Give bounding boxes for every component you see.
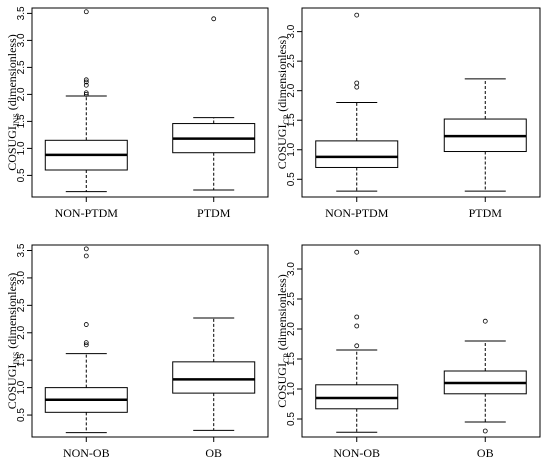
box-ob [172,317,256,431]
y-axis-label: COSUGICP (dimensionless) [275,36,291,169]
x-category-label: PTDM [197,206,231,220]
panel-1: 0.5 1.0 1.5 2.0 2.5 3.0 3.5 COSUGIINS (dimensio… [5,6,269,220]
outlier-point [482,318,488,324]
outlier-point [83,9,89,15]
y-tick-label: 2.5 [286,54,297,68]
box-ptdm [172,16,256,191]
x-category-label: NON-PTDM [55,206,119,220]
y-tick-label: 1.0 [286,382,297,396]
y-tick-label: 3.0 [16,33,27,47]
iqr-box [315,140,399,168]
y-tick-label: 3.0 [16,271,27,285]
y-tick-label: 2.0 [286,83,297,97]
x-category-label: NON-OB [333,446,380,460]
y-tick-label: 2.5 [16,60,27,74]
plot-frame [31,244,269,438]
y-tick-label: 3.0 [286,262,297,276]
y-tick-label: 2.5 [16,298,27,312]
y-tick-label: 2.5 [286,292,297,306]
outlier-point [354,80,360,86]
x-category-label: OB [205,446,222,460]
outlier-point [482,428,488,434]
outlier-point [211,16,217,22]
outlier-point [83,253,89,259]
y-tick-label: 0.5 [16,168,27,182]
y-tick-label: 2.0 [16,87,27,101]
y-axis-label: COSUGIINS (dimensionless) [5,34,21,171]
outlier-point [354,323,360,329]
outlier-point [83,77,89,83]
outlier-point [83,79,89,85]
y-tick-label: 0.5 [16,408,27,422]
box-non-ob [44,246,128,434]
plot-frame [301,244,541,438]
box-non-ptdm [44,9,128,193]
plot-frame [31,7,269,198]
y-tick-label: 1.0 [16,141,27,155]
x-category-label: NON-PTDM [325,206,389,220]
y-tick-label: 1.5 [16,353,27,367]
box-ptdm [443,78,527,192]
outlier-point [83,322,89,327]
box-non-ob [315,249,399,433]
outlier-point [354,314,360,320]
outlier-point [354,343,360,349]
y-tick-label: 1.5 [286,113,297,127]
panel-3: 0.5 1.0 1.5 2.0 2.5 3.0 3.5 COSUGIINS (dimensio… [5,243,269,460]
y-tick-label: 0.5 [286,172,297,186]
y-tick-label: 0.5 [286,412,297,426]
x-category-label: OB [477,446,494,460]
outlier-point [354,12,360,18]
y-axis-label: COSUGIINS (dimensionless) [5,273,21,410]
box-ob [443,318,527,434]
y-tick-label: 2.0 [16,325,27,339]
y-tick-label: 3.5 [16,243,27,257]
y-tick-label: 1.5 [286,352,297,366]
x-category-label: NON-OB [63,446,110,460]
outlier-point [83,92,89,97]
y-tick-label: 2.0 [286,322,297,336]
box-non-ptdm [315,12,399,192]
outlier-point [83,82,89,88]
y-tick-label: 1.0 [286,142,297,156]
y-axis-label: COSUGICP (dimensionless) [275,274,291,407]
x-category-label: PTDM [469,206,503,220]
outlier-point [354,249,360,255]
outlier-point [83,246,89,252]
outlier-point [83,342,89,348]
iqr-box [172,361,256,394]
y-tick-label: 3.0 [286,24,297,38]
outlier-point [83,340,89,346]
plot-frame [301,7,541,198]
outlier-point [83,90,89,96]
y-tick-label: 1.0 [16,380,27,394]
y-tick-label: 3.5 [16,6,27,20]
y-tick-label: 1.5 [16,114,27,128]
outlier-point [354,84,360,90]
